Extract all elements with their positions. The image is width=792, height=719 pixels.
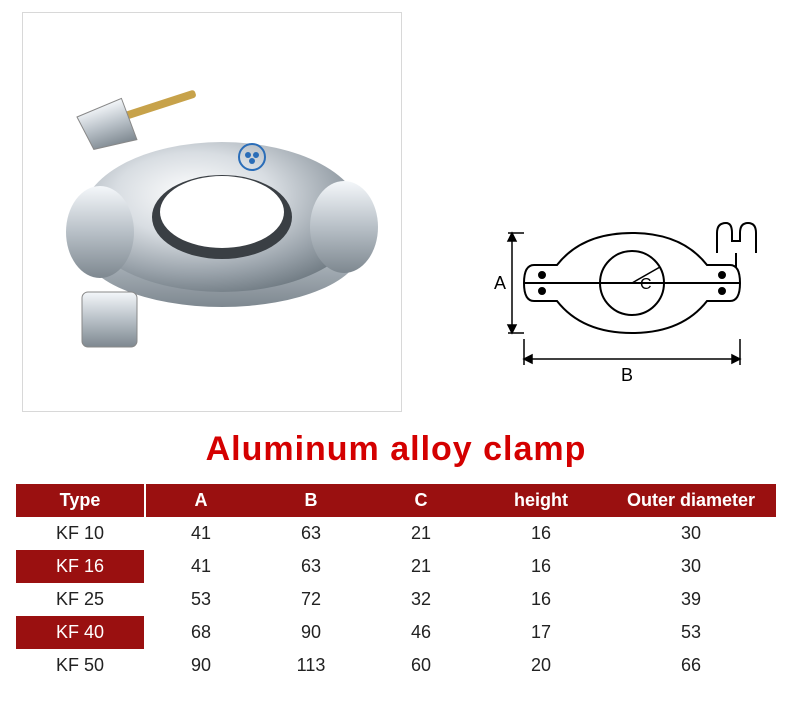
table-row: KF 164163211630 <box>16 550 776 583</box>
data-cell: 41 <box>146 517 256 550</box>
type-cell: KF 25 <box>16 583 144 616</box>
dimension-diagram: A B C <box>472 205 762 395</box>
col-header: A <box>146 484 256 517</box>
type-cell: KF 50 <box>16 649 144 682</box>
data-cell: 41 <box>146 550 256 583</box>
data-cell: 32 <box>366 583 476 616</box>
data-cell: 20 <box>476 649 606 682</box>
table-row: KF 104163211630 <box>16 517 776 550</box>
col-header: height <box>476 484 606 517</box>
data-cell: 63 <box>256 517 366 550</box>
data-cell: 21 <box>366 550 476 583</box>
col-header: C <box>366 484 476 517</box>
data-cell: 39 <box>606 583 776 616</box>
data-cell: 53 <box>146 583 256 616</box>
type-cell: KF 16 <box>16 550 144 583</box>
table-row: KF 255372321639 <box>16 583 776 616</box>
data-cell: 90 <box>256 616 366 649</box>
spec-table-body: KF 104163211630KF 164163211630KF 2553723… <box>16 517 776 682</box>
data-cell: 21 <box>366 517 476 550</box>
data-cell: 66 <box>606 649 776 682</box>
data-cell: 16 <box>476 583 606 616</box>
type-cell: KF 40 <box>16 616 144 649</box>
data-cell: 68 <box>146 616 256 649</box>
page-title: Aluminum alloy clamp <box>0 420 792 478</box>
dim-label-a: A <box>494 273 506 293</box>
data-cell: 30 <box>606 517 776 550</box>
data-cell: 17 <box>476 616 606 649</box>
table-row: KF 5090113602066 <box>16 649 776 682</box>
data-cell: 60 <box>366 649 476 682</box>
data-cell: 53 <box>606 616 776 649</box>
data-cell: 30 <box>606 550 776 583</box>
image-area: A B C <box>0 0 792 420</box>
data-cell: 63 <box>256 550 366 583</box>
data-cell: 113 <box>256 649 366 682</box>
data-cell: 16 <box>476 550 606 583</box>
product-photo <box>33 23 391 401</box>
dim-label-b: B <box>621 365 633 385</box>
data-cell: 72 <box>256 583 366 616</box>
data-cell: 46 <box>366 616 476 649</box>
dim-label-c: C <box>640 276 652 293</box>
col-header: B <box>256 484 366 517</box>
spec-table-head: TypeABCheightOuter diameter <box>16 484 776 517</box>
spec-table: TypeABCheightOuter diameter KF 104163211… <box>16 484 776 682</box>
table-row: KF 406890461753 <box>16 616 776 649</box>
data-cell: 90 <box>146 649 256 682</box>
product-photo-frame <box>22 12 402 412</box>
col-header: Type <box>16 484 144 517</box>
type-cell: KF 10 <box>16 517 144 550</box>
data-cell: 16 <box>476 517 606 550</box>
col-header: Outer diameter <box>606 484 776 517</box>
